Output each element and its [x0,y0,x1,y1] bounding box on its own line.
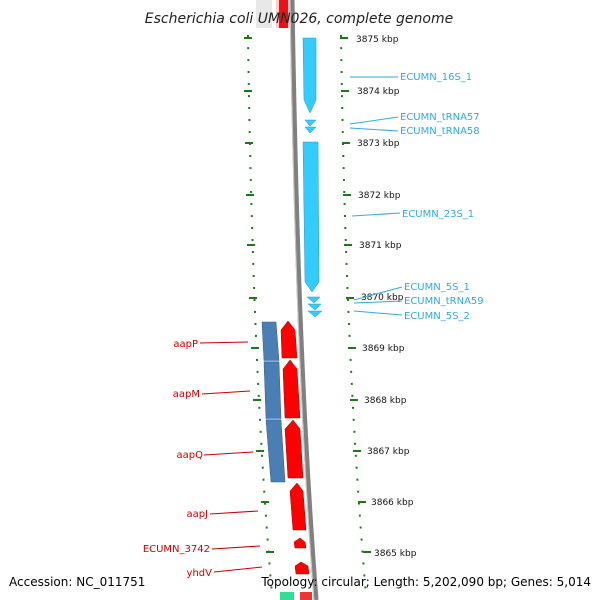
cds-reverse-2[interactable] [263,361,282,420]
gene-aapP[interactable] [280,320,298,359]
forward-strand-track [280,320,310,575]
rna-leader-lines [349,76,403,316]
rna-gene-track [302,37,323,318]
tick-label-3870: 3870 kbp [361,293,404,303]
label-aapM: aapM [173,389,200,400]
reverse-strand-dividers [264,360,281,420]
label-yhdV: yhdV [187,568,213,579]
label-ECUMN-3742: ECUMN_3742 [143,544,210,555]
tick-label-3865: 3865 kbp [374,549,417,559]
top-feature-stub-gray [256,0,272,28]
map-title: Escherichia coli UMN026, complete genome [145,11,453,27]
label-aapQ: aapQ [177,450,204,461]
gene-5S-2[interactable] [307,310,323,318]
tick-label-3866: 3866 kbp [371,498,414,508]
gene-tRNA58[interactable] [304,126,317,134]
bottom-feature-stub-red [300,592,312,600]
tick-label-3868: 3868 kbp [364,396,407,406]
reverse-strand-track [261,321,286,483]
topology-text: Topology: circular; Length: 5,202,090 bp… [260,575,591,589]
gene-leader-lines [199,341,263,573]
label-5S-1: ECUMN_5S_1 [404,282,470,293]
tick-label-3867: 3867 kbp [367,447,410,457]
genome-backbone-highlight [289,0,315,600]
tick-label-3875: 3875 kbp [356,35,399,45]
bottom-feature-stub-green [280,592,294,600]
inner-major-ticks [244,37,274,553]
gene-aapQ[interactable] [284,419,304,479]
gene-tRNA59[interactable] [307,303,322,311]
cds-reverse-3[interactable] [265,419,286,483]
tick-label-3872: 3872 kbp [358,191,401,201]
tick-label-3869: 3869 kbp [362,344,405,354]
gene-5S-1[interactable] [306,296,321,304]
gene-ECUMN-3742[interactable] [293,537,307,549]
label-tRNA59: ECUMN_tRNA59 [404,296,484,307]
label-aapP: aapP [173,339,198,350]
label-aapJ: aapJ [186,509,208,520]
label-tRNA57: ECUMN_tRNA57 [400,112,480,123]
gene-yhdV[interactable] [294,561,310,575]
gene-16S-1[interactable] [302,37,317,114]
label-tRNA58: ECUMN_tRNA58 [400,126,480,137]
gene-tRNA57[interactable] [304,119,317,127]
gene-aapJ[interactable] [289,482,307,531]
top-feature-stub-red [279,0,288,28]
tick-label-3874: 3874 kbp [357,87,400,97]
tick-label-3873: 3873 kbp [357,139,400,149]
tick-label-3871: 3871 kbp [359,241,402,251]
gene-23S-1[interactable] [302,141,320,293]
outer-tick-ruler [340,34,367,596]
gene-aapM[interactable] [282,359,301,419]
accession-text: Accession: NC_011751 [9,575,145,589]
outer-major-ticks [340,37,371,553]
cds-reverse-1[interactable] [261,321,280,362]
label-16S-1: ECUMN_16S_1 [400,72,472,83]
label-5S-2: ECUMN_5S_2 [404,311,470,322]
label-23S-1: ECUMN_23S_1 [402,209,474,220]
genome-backbone [289,0,319,600]
